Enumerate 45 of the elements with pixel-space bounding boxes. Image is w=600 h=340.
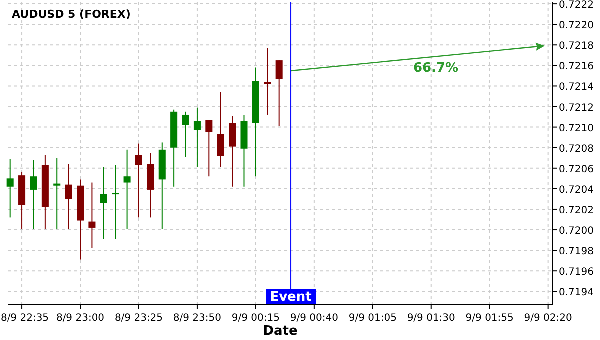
y-tick-label: 0.7216	[559, 62, 594, 73]
y-tick-label: 0.7212	[559, 102, 594, 114]
candlestick	[112, 164, 120, 240]
candlestick	[194, 107, 201, 168]
candlestick	[88, 182, 96, 250]
candlestick	[182, 111, 190, 158]
candlestick	[124, 149, 131, 230]
candlestick	[30, 160, 38, 230]
candlestick	[206, 120, 213, 178]
x-tick-label: 9/9 00:40	[290, 313, 338, 324]
ref-line-label: Event	[270, 290, 312, 305]
y-tick-label: 0.7210	[559, 123, 594, 134]
y-tick-label: 0.7198	[559, 246, 594, 258]
y-tick-label: 0.7196	[559, 267, 594, 278]
candlestick	[135, 143, 142, 218]
candlestick	[54, 158, 61, 230]
x-tick-label: 9/9 01:05	[348, 313, 397, 324]
candlestick	[229, 116, 236, 188]
candlestick	[264, 48, 272, 116]
candlestick	[100, 166, 108, 240]
y-tick-label: 0.7218	[559, 41, 594, 52]
candlestick	[217, 92, 224, 168]
y-tick-label: 0.7208	[559, 144, 594, 155]
y-tick-label: 0.7200	[559, 226, 594, 238]
y-tick-label: 0.7204	[559, 184, 594, 196]
y-tick-label: 0.7206	[559, 164, 594, 176]
x-tick-label: 9/9 02:20	[524, 313, 572, 324]
x-tick-label: 9/9 01:30	[407, 313, 456, 324]
x-tick-label: 8/9 23:25	[114, 313, 164, 324]
x-tick-label: 9/9 01:55	[466, 313, 514, 324]
x-tick-label: 8/9 22:35	[0, 313, 50, 324]
y-tick-label: 0.7214	[559, 82, 594, 94]
y-tick-label: 0.7194	[559, 288, 594, 299]
x-axis-title: Date	[263, 324, 298, 339]
y-tick-label: 0.7222	[559, 0, 594, 12]
annotation: 66.7%	[413, 61, 459, 76]
candlestick	[65, 164, 72, 230]
text: AUDUSD 5 (FOREX)	[12, 8, 131, 21]
y-tick-label: 0.7202	[559, 205, 594, 216]
x-tick-label: 8/9 23:50	[173, 313, 222, 324]
candlestick	[6, 158, 14, 218]
y-tick-label: 0.7220	[559, 20, 594, 32]
x-tick-label: 8/9 23:00	[56, 313, 105, 324]
candlestick	[276, 60, 283, 127]
x-tick-label: 9/9 00:15	[232, 313, 280, 324]
